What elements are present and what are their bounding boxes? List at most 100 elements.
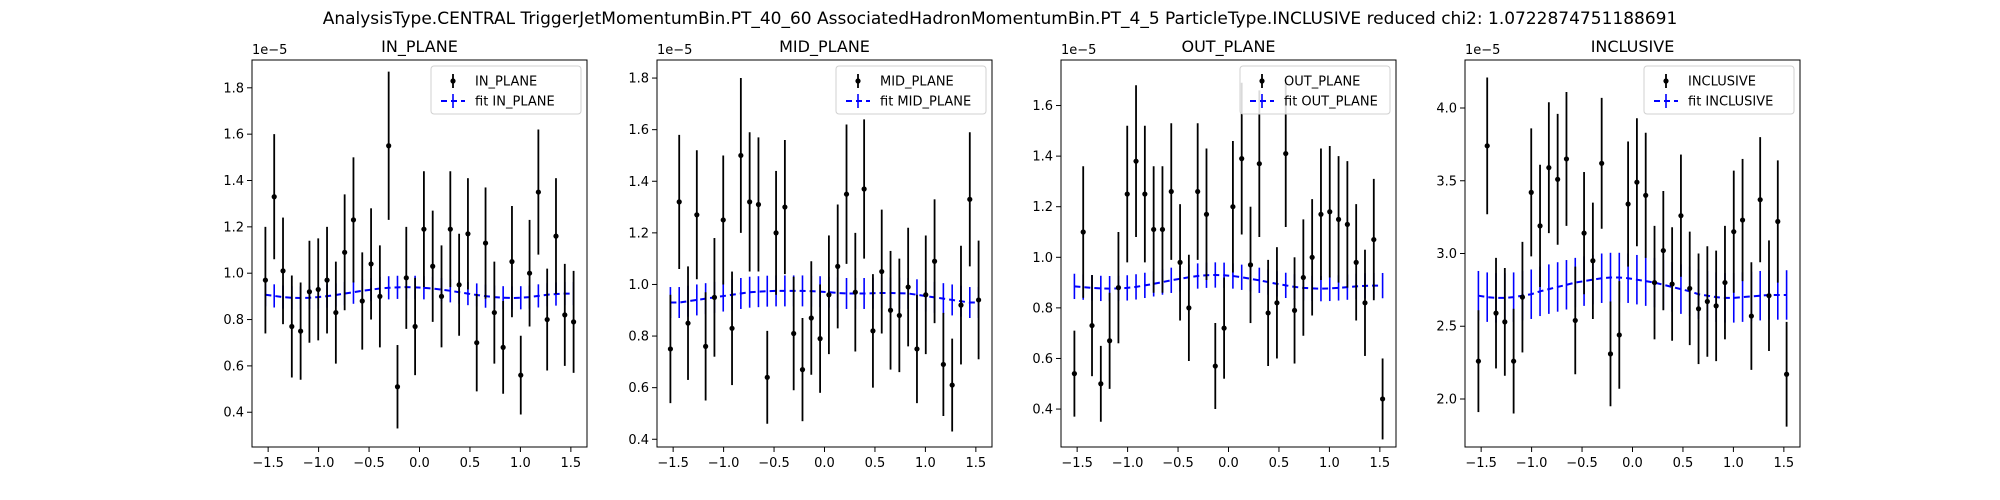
data-point [1353, 259, 1359, 265]
data-point [1599, 160, 1605, 166]
x-tick-label: 0.5 [865, 456, 886, 471]
data-point [324, 277, 330, 283]
y-offset-label: 1e−5 [252, 43, 287, 58]
y-offset-label: 1e−5 [1061, 43, 1096, 58]
data-point [491, 309, 497, 316]
legend-label: IN_PLANE [475, 75, 537, 90]
x-tick-label: 1.5 [1774, 456, 1795, 471]
data-point [685, 320, 691, 326]
y-tick-label: 1.0 [1032, 251, 1053, 266]
data-point [1519, 294, 1526, 300]
data-point [544, 316, 550, 323]
data-point [1318, 211, 1324, 217]
data-point [1537, 223, 1543, 229]
data-point [482, 240, 489, 246]
data-point [1731, 229, 1737, 235]
panel-title: MID_PLANE [779, 37, 870, 57]
x-tick-label: −1.0 [1516, 456, 1548, 471]
data-point [1371, 236, 1377, 243]
x-tick-label: 1.5 [1370, 456, 1391, 471]
data-point [1783, 371, 1790, 377]
data-point [1643, 192, 1649, 198]
data-point [1766, 293, 1772, 299]
data-point [861, 186, 867, 192]
data-point [694, 212, 700, 218]
x-tick-label: 1.0 [1723, 456, 1744, 471]
legend-box [1239, 65, 1391, 115]
data-point [368, 261, 374, 267]
y-offset-label: 1e−5 [1465, 43, 1500, 58]
data-point [738, 152, 744, 159]
data-point [280, 268, 286, 274]
data-point [509, 259, 515, 265]
data-point [1669, 281, 1675, 287]
x-tick-label: −0.5 [758, 456, 790, 471]
data-point [826, 292, 832, 298]
data-point [1616, 332, 1622, 338]
data-point [1098, 381, 1104, 387]
data-point [949, 382, 955, 388]
data-point [975, 297, 982, 303]
data-point [1678, 213, 1684, 219]
y-tick-label: 2.5 [1436, 320, 1457, 335]
x-tick-label: 0.5 [1673, 456, 1694, 471]
y-tick-label: 1.6 [628, 123, 649, 138]
legend-data-marker [1259, 78, 1265, 84]
data-point [1344, 221, 1350, 228]
data-point [456, 282, 462, 288]
data-point [1335, 216, 1342, 222]
data-point [1475, 358, 1482, 364]
data-point [570, 319, 577, 325]
data-point [711, 294, 718, 300]
data-point [535, 189, 541, 195]
x-tick-label: −1.5 [1061, 456, 1093, 471]
data-point [1563, 156, 1570, 162]
data-point [553, 233, 559, 239]
y-tick-label: 1.0 [628, 278, 649, 293]
data-point [1300, 274, 1306, 281]
legend-label: INCLUSIVE [1688, 75, 1756, 90]
data-point [1256, 161, 1262, 167]
fit-line [1074, 273, 1383, 290]
data-point [262, 277, 269, 283]
data-point [403, 275, 409, 281]
x-tick-label: 0.0 [1218, 456, 1239, 471]
panel-title: INCLUSIVE [1591, 37, 1675, 56]
data-point [1142, 191, 1148, 197]
panels: IN_PLANE 1e−5 −1.5 −1.0 −0.5 0.0 0.5 1.0 1.5 0.4 0… [223, 37, 1801, 471]
data-point [967, 196, 973, 202]
data-point [1239, 156, 1245, 162]
y-tick-label: 0.4 [628, 433, 649, 448]
data-point [1221, 325, 1227, 331]
x-tick-label: 0.0 [814, 456, 835, 471]
data-point [1107, 338, 1113, 344]
data-point [1695, 306, 1702, 312]
data-point [289, 323, 295, 330]
panel-inclusive: INCLUSIVE 1e−5 −1.5 −1.0 −0.5 0.0 0.5 1.0 1.5 2.0… [1436, 37, 1801, 471]
data-point [1151, 226, 1157, 233]
data-point [1071, 371, 1078, 377]
y-tick-label: 2.0 [1436, 392, 1457, 407]
data-point [808, 315, 814, 321]
data-point [1757, 197, 1763, 203]
data-point [755, 201, 762, 208]
y-tick-label: 1.0 [223, 267, 244, 282]
data-point [1247, 262, 1254, 268]
data-point [1511, 358, 1517, 364]
y-tick-label: 1.2 [628, 226, 649, 241]
data-point [764, 374, 770, 380]
legend-box [835, 65, 987, 115]
legend-data-marker [855, 78, 861, 84]
data-point [1528, 189, 1534, 195]
y-tick-label: 0.8 [223, 313, 244, 328]
data-point [1168, 188, 1174, 195]
x-tick-label: −0.5 [1566, 456, 1598, 471]
data-point [500, 344, 506, 350]
x-tick-label: −1.0 [303, 456, 335, 471]
data-point [1159, 226, 1166, 233]
data-point [465, 231, 471, 237]
data-point [562, 312, 568, 318]
